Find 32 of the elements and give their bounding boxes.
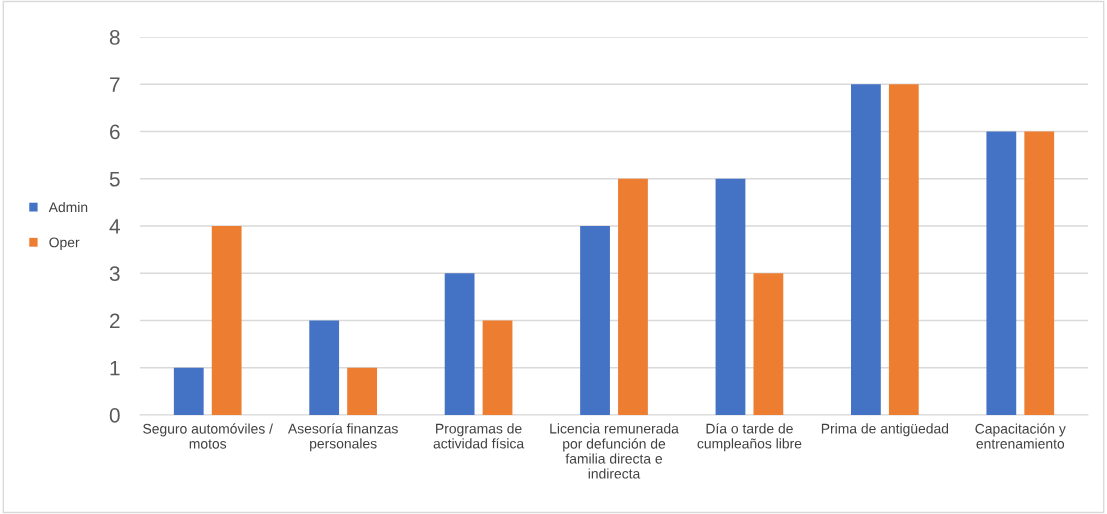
bar (580, 226, 610, 415)
bar (211, 226, 242, 415)
bar (753, 273, 784, 415)
y-tick-label: 3 (109, 266, 120, 281)
legend-label: Oper (49, 237, 80, 251)
bar (888, 84, 919, 415)
y-tick-label: 0 (109, 408, 120, 423)
bar (173, 367, 204, 415)
y-tick-label: 7 (110, 77, 120, 92)
bar (986, 131, 1017, 415)
y-tick-label: 5 (109, 171, 120, 187)
x-tick-label: Capacitación y entrenamiento (975, 423, 1066, 449)
x-tick-label: Seguro automóviles / motos (143, 423, 273, 449)
x-tick-label: Asesoría finanzas personales (287, 423, 398, 452)
bar (715, 178, 746, 415)
bar (309, 320, 340, 415)
y-tick-label: 2 (110, 313, 120, 329)
legend-label: Admin (48, 201, 88, 213)
y-tick-label: 8 (109, 30, 120, 45)
y-tick-label: 6 (110, 124, 120, 140)
x-tick-label: Prima de antigüedad (821, 423, 949, 437)
x-tick-label: Licencia remunerada por defunción de familia directa e indirecta (550, 423, 679, 479)
bar (851, 84, 881, 415)
y-tick-label: 1 (110, 360, 120, 376)
bar (347, 367, 377, 415)
x-tick-label: Programas de actividad física (433, 423, 525, 449)
bar (1024, 131, 1055, 415)
x-tick-label: Día o tarde de cumpleaños libre (697, 423, 802, 452)
bar (482, 320, 513, 415)
y-tick-label: 4 (109, 219, 120, 234)
bar (618, 178, 648, 415)
bar (444, 273, 475, 415)
